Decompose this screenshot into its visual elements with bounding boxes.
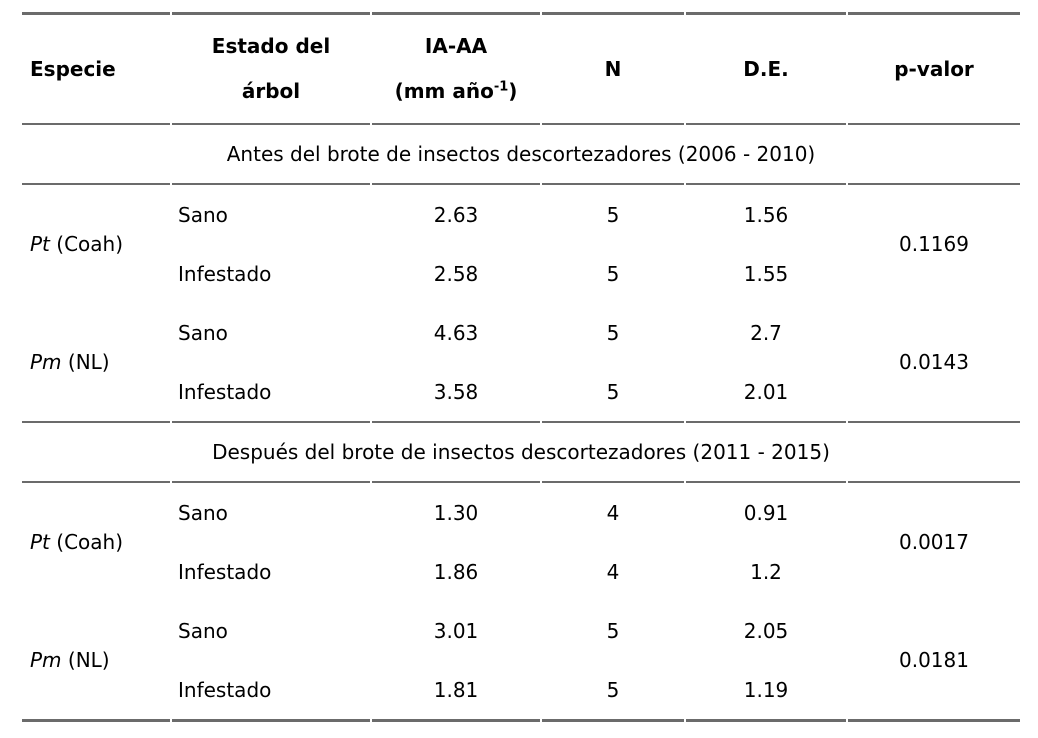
- table-row: Pt (Coah) Sano 2.63 5 1.56 0.1169: [22, 183, 1020, 256]
- estado-cell: Sano: [172, 481, 370, 542]
- species-location: (NL): [61, 648, 110, 672]
- n-value: 4: [542, 481, 684, 542]
- estado-cell: Sano: [178, 618, 228, 643]
- header-n: N: [542, 12, 684, 125]
- header-iaaa: IA-AA (mm año-1): [372, 12, 540, 125]
- estado-cell: Infestado: [172, 660, 370, 722]
- iaaa-value: 2.63: [372, 183, 540, 244]
- species-location: (Coah): [49, 530, 124, 554]
- p-value-cell: 0.0143: [848, 303, 1020, 423]
- section-title-despues: Después del brote de insectos descorteza…: [212, 440, 830, 464]
- de-value: 2.01: [686, 362, 846, 423]
- species-abbrev: Pt: [30, 530, 50, 554]
- iaaa-value: 2.58: [433, 261, 479, 286]
- section-title-antes: Antes del brote de insectos descortezado…: [226, 142, 816, 166]
- header-de: D.E.: [686, 12, 846, 125]
- iaaa-value: 1.30: [372, 481, 540, 542]
- estado-cell: Infestado: [178, 261, 272, 286]
- header-estado-line2: árbol: [241, 79, 301, 103]
- table-row: Infestado 2.58 5 1.55: [22, 244, 1020, 303]
- de-value: 0.91: [686, 481, 846, 542]
- iaaa-value: 3.01: [433, 618, 479, 643]
- table-row: Pt (Coah) Sano 1.30 4 0.91 0.0017: [22, 481, 1020, 554]
- iaaa-value: 1.81: [372, 660, 540, 722]
- estado-cell: Infestado: [178, 559, 272, 584]
- de-value: 1.56: [686, 183, 846, 244]
- n-value: 5: [542, 660, 684, 722]
- iaaa-value: 3.58: [372, 362, 540, 423]
- header-iaaa-acronym: IA-AA: [424, 34, 488, 58]
- header-estado-arbol: Estado del árbol: [172, 12, 370, 125]
- de-value: 1.19: [686, 660, 846, 722]
- species-abbrev: Pt: [30, 232, 50, 256]
- header-pvalor: p-valor: [848, 12, 1020, 125]
- table-row: Pm (NL) Sano 4.63 5 2.7 0.0143: [22, 303, 1020, 423]
- de-value: 2.05: [743, 618, 789, 643]
- header-estado-line1: Estado del: [211, 34, 331, 58]
- species-location: (Coah): [49, 232, 124, 256]
- species-cell-pm-nl: Pm (NL): [22, 601, 170, 722]
- p-value-cell: 0.0017: [848, 481, 1020, 601]
- growth-comparison-table: Especie Estado del árbol IA-AA (mm año-1…: [20, 12, 1022, 722]
- n-value: 5: [542, 362, 684, 423]
- estado-cell: Sano: [178, 320, 228, 345]
- species-cell-pt-coah: Pt (Coah): [22, 481, 170, 601]
- header-especie: Especie: [22, 12, 170, 125]
- table-row: Infestado 1.86 4 1.2: [22, 542, 1020, 601]
- table-row: Infestado 1.81 5 1.19: [22, 660, 1020, 722]
- paper-page: Especie Estado del árbol IA-AA (mm año-1…: [20, 12, 1022, 722]
- iaaa-value: 4.63: [433, 320, 479, 345]
- section-row-antes: Antes del brote de insectos descortezado…: [22, 125, 1020, 183]
- header-iaaa-exponent: -1: [493, 79, 509, 95]
- n-value: 5: [542, 183, 684, 244]
- table-row: Pm (NL) Sano 3.01 5 2.05 0.0181: [22, 601, 1020, 722]
- species-location: (NL): [61, 350, 110, 374]
- n-value: 5: [606, 618, 620, 643]
- de-value: 1.55: [743, 261, 789, 286]
- p-value-cell: 0.1169: [848, 183, 1020, 303]
- species-cell-pt-coah: Pt (Coah): [22, 183, 170, 303]
- n-value: 4: [606, 559, 620, 584]
- table-row: Infestado 3.58 5 2.01: [22, 362, 1020, 423]
- p-value-cell: 0.0181: [848, 601, 1020, 722]
- de-value: 1.2: [750, 559, 782, 584]
- de-value: 2.7: [750, 320, 782, 345]
- header-iaaa-unit: (mm año-1): [394, 79, 518, 103]
- species-abbrev: Pm: [30, 350, 62, 374]
- table-header-row: Especie Estado del árbol IA-AA (mm año-1…: [22, 12, 1020, 125]
- species-cell-pm-nl: Pm (NL): [22, 303, 170, 423]
- n-value: 5: [606, 320, 620, 345]
- estado-cell: Infestado: [172, 362, 370, 423]
- n-value: 5: [606, 261, 620, 286]
- species-abbrev: Pm: [30, 648, 62, 672]
- section-row-despues: Después del brote de insectos descorteza…: [22, 423, 1020, 481]
- estado-cell: Sano: [172, 183, 370, 244]
- iaaa-value: 1.86: [433, 559, 479, 584]
